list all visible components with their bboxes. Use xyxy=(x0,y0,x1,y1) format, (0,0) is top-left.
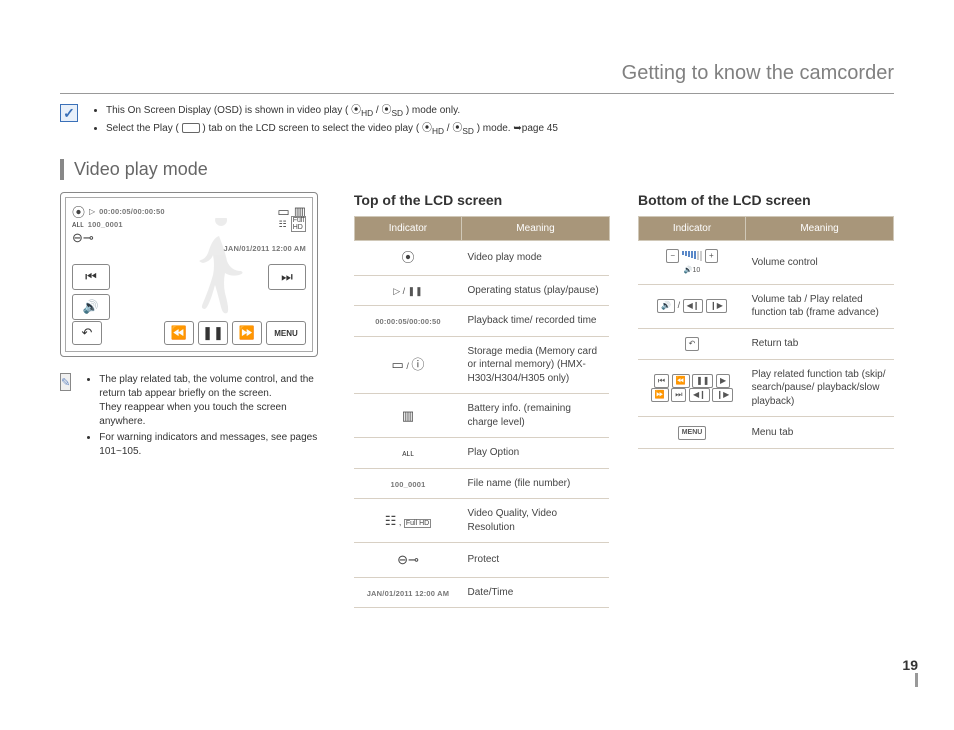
page-title: Getting to know the camcorder xyxy=(60,62,894,94)
page-ref-arrow-icon: ➥ xyxy=(513,123,521,134)
table-row: MENU Menu tab xyxy=(638,417,893,449)
table-row: ᴀʟʟPlay Option xyxy=(354,438,609,469)
menu-tab-icon: MENU xyxy=(678,426,707,440)
skip-forward-button[interactable]: ⏭ xyxy=(268,264,306,290)
search-back-icon: ⏪ xyxy=(672,374,690,388)
slow-fwd-icon: ❙▶ xyxy=(712,388,733,402)
playback-time: 00:00:05/00:00:50 xyxy=(99,207,165,216)
play-option-icon: ᴀʟʟ xyxy=(72,219,84,229)
col-meaning: Meaning xyxy=(746,217,894,241)
pause-button[interactable]: ❚❚ xyxy=(198,321,228,345)
volume-tab-icon: 🔊 xyxy=(657,299,675,313)
col-indicator: Indicator xyxy=(638,217,745,241)
table-row: ⊖⊸Protect xyxy=(354,543,609,578)
table-row: ⦿Video play mode xyxy=(354,241,609,276)
protect-icon: ⊖⊸ xyxy=(72,230,94,246)
table-row: ▷ / ❚❚Operating status (play/pause) xyxy=(354,275,609,306)
camera-hd-icon: ⦿HD xyxy=(422,123,444,134)
table-row: ⏮ ⏪ ❚❚ ▶ ⏩ ⏭ ◀❙ ❙▶ Play related function… xyxy=(638,359,893,417)
slow-back-icon: ◀❙ xyxy=(689,388,710,402)
volume-button[interactable]: 🔊 xyxy=(72,294,110,320)
return-tab-icon: ↶ xyxy=(685,337,700,351)
page-number-block: 19 xyxy=(902,657,918,692)
note-block: ✎ The play related tab, the volume contr… xyxy=(60,373,326,461)
table-row: ▭ / ⓘStorage media (Memory card or inter… xyxy=(354,336,609,394)
forward-button[interactable]: ⏩ xyxy=(232,321,262,345)
quality-indicator-icon: ☷ xyxy=(385,513,397,528)
col-meaning: Meaning xyxy=(462,217,610,241)
top-info-block: ✓ This On Screen Display (OSD) is shown … xyxy=(60,104,894,139)
section-title: Video play mode xyxy=(60,159,894,180)
return-button[interactable]: ↶ xyxy=(72,321,102,345)
note-bullet-2: For warning indicators and messages, see… xyxy=(99,431,326,459)
frame-back-icon: ◀❙ xyxy=(683,299,704,313)
camera-hd-icon: ⦿HD xyxy=(351,105,373,116)
play-option-indicator-icon: ᴀʟʟ xyxy=(402,448,414,458)
play-icon: ▷ xyxy=(393,286,400,296)
pause-tab-icon: ❚❚ xyxy=(692,374,713,388)
bottom-lcd-heading: Bottom of the LCD screen xyxy=(638,192,894,208)
file-name: 100_0001 xyxy=(88,220,123,229)
table-row: ▥Battery info. (remaining charge level) xyxy=(354,394,609,438)
table-row: ↶ Return tab xyxy=(638,328,893,359)
lcd-screenshot: ⦿ ▷ 00:00:05/00:00:50 ▭ ▥ ᴀʟʟ 100_0001 xyxy=(60,192,318,357)
time-indicator: 00:00:05/00:00:50 xyxy=(375,317,441,326)
info-line-1: This On Screen Display (OSD) is shown in… xyxy=(106,104,558,120)
protect-indicator-icon: ⊖⊸ xyxy=(397,552,419,567)
camera-sd-icon: ⦿SD xyxy=(452,123,474,134)
datetime-indicator: JAN/01/2011 12:00 AM xyxy=(367,589,450,598)
table-row: − + 🔊10 Volume control xyxy=(638,241,893,284)
page-number-bar-icon xyxy=(915,673,918,687)
skip-fwd-icon: ⏭ xyxy=(671,388,686,402)
volume-number-icon: 🔊10 xyxy=(684,267,701,274)
checkmark-icon: ✓ xyxy=(60,104,78,122)
filename-indicator: 100_0001 xyxy=(390,480,425,489)
top-lcd-table: Indicator Meaning ⦿Video play mode ▷ / ❚… xyxy=(354,216,610,608)
camera-sd-icon: ⦿SD xyxy=(381,105,403,116)
table-row: ☷ , Full HDVideo Quality, Video Resoluti… xyxy=(354,499,609,543)
internal-memory-icon: ⓘ xyxy=(411,357,424,372)
quality-icon: ☷ xyxy=(279,219,287,230)
note-pencil-icon: ✎ xyxy=(60,373,71,391)
search-fwd-icon: ⏩ xyxy=(651,388,669,402)
note-bullet-1: The play related tab, the volume control… xyxy=(99,373,326,429)
pause-icon: ❚❚ xyxy=(408,286,423,296)
top-lcd-heading: Top of the LCD screen xyxy=(354,192,610,208)
resolution-indicator-icon: Full HD xyxy=(404,519,431,528)
volume-control-icon: − + xyxy=(666,249,717,263)
bottom-lcd-table: Indicator Meaning − + 🔊10 Volume control xyxy=(638,216,894,449)
table-row: 100_0001File name (file number) xyxy=(354,468,609,499)
page-number: 19 xyxy=(902,657,918,673)
menu-button[interactable]: MENU xyxy=(266,321,306,345)
video-play-mode-icon: ⦿ xyxy=(401,250,414,265)
play-tab-icon: ▶ xyxy=(716,374,730,388)
play-status-icon: ▷ xyxy=(89,207,95,216)
card-icon: ▭ xyxy=(392,357,404,372)
table-row: 🔊 / ◀❙ ❙▶ Volume tab / Play related func… xyxy=(638,284,893,328)
info-line-2: Select the Play ( ) tab on the LCD scree… xyxy=(106,122,558,138)
table-row: 00:00:05/00:00:50Playback time/ recorded… xyxy=(354,306,609,337)
battery-indicator-icon: ▥ xyxy=(402,408,414,423)
table-row: JAN/01/2011 12:00 AMDate/Time xyxy=(354,577,609,608)
skip-back-icon: ⏮ xyxy=(654,374,669,388)
resolution-icon: FullHD xyxy=(291,216,306,232)
date-time: JAN/01/2011 12:00 AM xyxy=(223,244,306,253)
rewind-button[interactable]: ⏪ xyxy=(164,321,194,345)
frame-fwd-icon: ❙▶ xyxy=(706,299,727,313)
skip-back-button[interactable]: ⏮ xyxy=(72,264,110,290)
col-indicator: Indicator xyxy=(354,217,461,241)
play-tab-icon xyxy=(182,123,200,133)
